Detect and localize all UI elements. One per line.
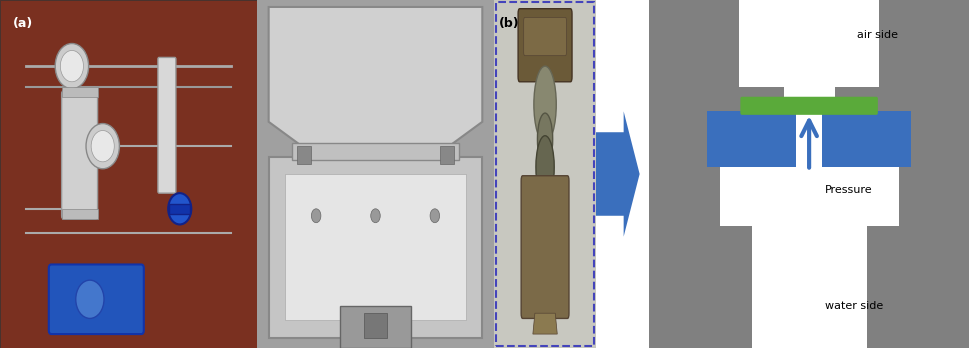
Circle shape	[91, 130, 114, 162]
FancyBboxPatch shape	[523, 17, 567, 56]
Bar	[834, 0, 969, 157]
Bar	[268, 157, 483, 338]
Bar	[293, 143, 458, 160]
Bar	[834, 125, 866, 153]
Bar	[706, 111, 797, 167]
Bar	[170, 204, 190, 214]
Bar	[866, 157, 969, 348]
Bar	[834, 0, 880, 87]
Circle shape	[169, 193, 191, 224]
Circle shape	[371, 209, 380, 223]
Circle shape	[430, 209, 440, 223]
Text: Rupture disk: Rupture disk	[783, 101, 835, 110]
Text: (a): (a)	[13, 17, 33, 30]
FancyArrow shape	[596, 111, 640, 237]
Circle shape	[536, 136, 554, 198]
Bar	[866, 157, 898, 226]
Bar	[738, 0, 784, 87]
Text: air side: air side	[857, 30, 898, 40]
Text: water side: water side	[826, 301, 884, 311]
Polygon shape	[268, 7, 483, 157]
Bar	[752, 0, 866, 348]
Circle shape	[534, 66, 556, 143]
Bar	[285, 174, 466, 320]
Circle shape	[538, 113, 552, 165]
Circle shape	[86, 124, 119, 169]
Circle shape	[55, 44, 88, 89]
Bar	[363, 313, 388, 338]
FancyBboxPatch shape	[158, 57, 176, 193]
Bar	[440, 146, 453, 164]
Text: (b): (b)	[499, 17, 520, 30]
Bar	[297, 146, 311, 164]
Circle shape	[76, 280, 104, 318]
Circle shape	[60, 50, 83, 82]
FancyBboxPatch shape	[740, 97, 878, 115]
Text: Pressure: Pressure	[826, 185, 873, 195]
Bar	[752, 125, 784, 153]
Bar	[62, 209, 98, 219]
FancyBboxPatch shape	[518, 9, 572, 82]
Bar	[649, 0, 784, 157]
Polygon shape	[533, 313, 557, 334]
FancyBboxPatch shape	[48, 264, 143, 334]
Bar	[649, 157, 752, 348]
Bar	[62, 87, 98, 97]
Bar	[822, 111, 912, 167]
Bar	[340, 306, 411, 348]
Bar	[720, 157, 752, 226]
FancyBboxPatch shape	[62, 90, 98, 219]
Circle shape	[311, 209, 321, 223]
FancyBboxPatch shape	[521, 176, 569, 318]
